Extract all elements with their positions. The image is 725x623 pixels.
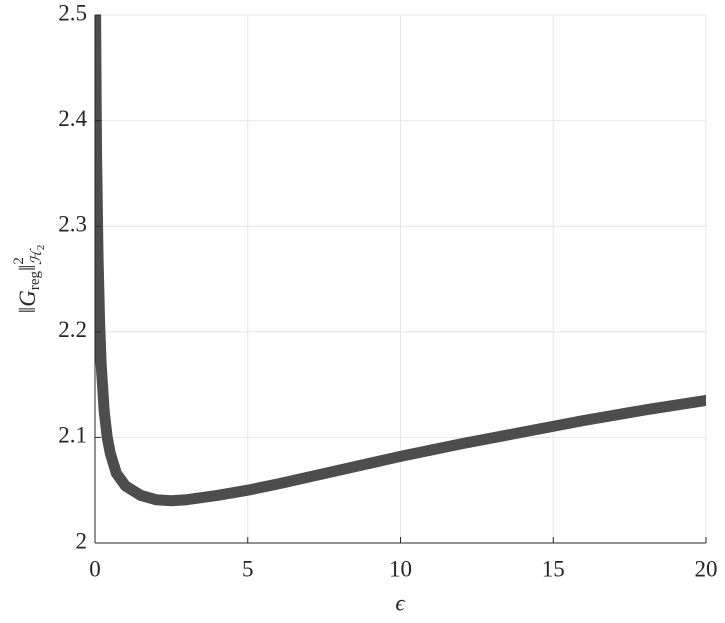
y-tick-label: 2.4 [58, 106, 87, 131]
y-label-part: G [15, 290, 40, 307]
y-label-part: 2 [35, 245, 47, 251]
plot-area [95, 15, 706, 507]
x-tick-label: 10 [389, 556, 412, 581]
y-tick-label: 2.2 [58, 317, 87, 342]
y-tick-label: 2.1 [58, 423, 87, 448]
grid [94, 14, 707, 544]
y-label-part: reg [27, 271, 43, 291]
x-tick-label: 0 [89, 556, 101, 581]
y-label-part: ‖ [15, 265, 40, 271]
y-tick-label: 2.3 [58, 211, 87, 236]
y-label-part: ‖ [15, 307, 40, 313]
x-tick-label: 20 [695, 556, 718, 581]
y-axis-label: ‖Greg‖2 ℋ2 [11, 245, 46, 314]
x-tick-label: 5 [242, 556, 254, 581]
x-axis-label: ϵ [395, 590, 405, 615]
y-label-part: 2 [11, 257, 27, 265]
y-label-part: ℋ [29, 248, 45, 265]
axes: 2 2.1 2.2 2.3 2.4 2.5 0 5 10 15 20 [58, 0, 717, 581]
x-tick-label: 15 [542, 556, 565, 581]
series-line [95, 15, 706, 507]
y-tick-label: 2.5 [58, 0, 87, 25]
y-tick-label: 2 [76, 528, 88, 553]
